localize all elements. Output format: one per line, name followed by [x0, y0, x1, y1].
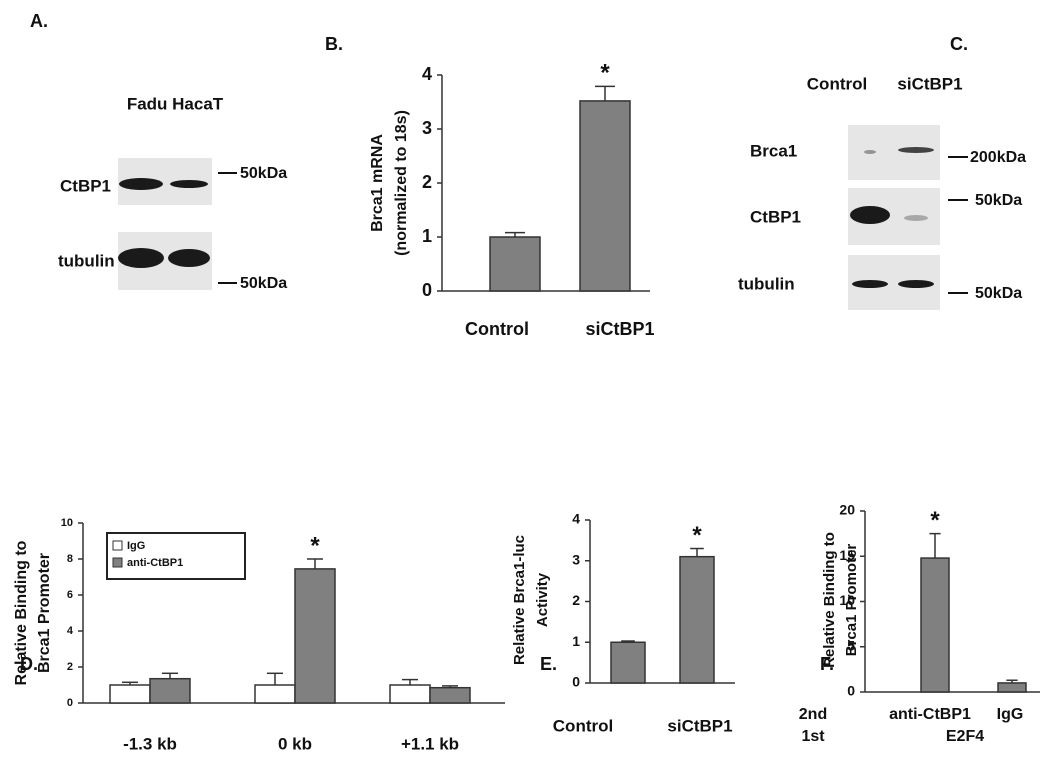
- blot-header: siCtBP1: [897, 74, 962, 93]
- bar: [920, 557, 950, 693]
- y-tick-label: 8: [67, 553, 73, 565]
- y-tick-label: 0: [847, 683, 855, 699]
- bar: [389, 684, 431, 704]
- row-label: CtBP1: [60, 176, 111, 195]
- panel-label: D.: [20, 654, 38, 674]
- legend-label: anti-CtBP1: [127, 557, 183, 569]
- panel-label: B.: [325, 34, 343, 54]
- y-tick-label: 0: [422, 280, 432, 300]
- bar: [679, 555, 715, 684]
- y-tick-label: 2: [67, 661, 73, 673]
- blot: [848, 125, 940, 310]
- x-tick-label: Control: [553, 716, 613, 735]
- marker-label: 50kDa: [240, 275, 287, 292]
- marker-label: 50kDa: [975, 285, 1022, 302]
- bar: [579, 100, 631, 292]
- y-axis-label: Activity: [534, 572, 551, 627]
- x-tick-label: -1.3 kb: [123, 734, 177, 753]
- legend-label: IgG: [127, 540, 145, 552]
- y-tick-label: 3: [572, 551, 580, 567]
- panel-label: E.: [540, 654, 557, 674]
- bar: [997, 682, 1027, 693]
- y-axis-label: Brca1 Promoter: [843, 544, 860, 657]
- y-axis-label: (normalized to 18s): [393, 110, 410, 256]
- y-tick-label: 6: [67, 589, 73, 601]
- y-tick-label: 15: [839, 547, 855, 563]
- row-label: 2nd: [799, 706, 827, 723]
- x-tick-label: siCtBP1: [585, 319, 654, 339]
- row-label: 1st: [801, 728, 825, 745]
- bar: [429, 686, 471, 704]
- bar: [489, 236, 541, 292]
- y-tick-label: 10: [839, 592, 855, 608]
- bar: [254, 684, 296, 704]
- annotation: *: [692, 522, 702, 549]
- blot: [118, 158, 212, 290]
- row-label: tubulin: [58, 251, 115, 270]
- bar: [109, 684, 151, 704]
- y-tick-label: 1: [422, 226, 432, 246]
- y-tick-label: 0: [67, 697, 73, 709]
- y-tick-label: 0: [572, 674, 580, 690]
- y-tick-label: 4: [422, 64, 432, 84]
- bar: [294, 568, 336, 704]
- y-axis-label: Brca1 Promoter: [36, 553, 53, 673]
- x-tick-label: IgG: [997, 706, 1024, 723]
- bar: [610, 641, 646, 684]
- y-axis-label: Relative Brca1-luc: [511, 535, 528, 665]
- row-label: Brca1: [750, 141, 797, 160]
- annotation: *: [930, 507, 940, 534]
- x-tick-label: anti-CtBP1: [889, 706, 971, 723]
- y-axis-label: Relative Binding to: [821, 532, 838, 668]
- legend-swatch: [112, 557, 123, 568]
- y-tick-label: 3: [422, 118, 432, 138]
- panel-label: A.: [30, 11, 48, 31]
- marker-label: 50kDa: [975, 192, 1022, 209]
- row-label: CtBP1: [750, 207, 801, 226]
- y-tick-label: 1: [572, 633, 580, 649]
- y-tick-label: 10: [61, 517, 73, 529]
- panel-label: C.: [950, 34, 968, 54]
- x-tick-label: Control: [465, 319, 529, 339]
- x-tick-label: 0 kb: [278, 734, 312, 753]
- y-tick-label: 20: [839, 502, 855, 518]
- y-tick-label: 4: [572, 511, 580, 527]
- y-axis-label: Relative Binding to: [13, 540, 30, 685]
- row-label: tubulin: [738, 274, 795, 293]
- panel-label: F.: [820, 654, 834, 674]
- marker-label: 50kDa: [240, 165, 287, 182]
- y-tick-label: 5: [847, 637, 855, 653]
- y-tick-label: 2: [422, 172, 432, 192]
- blot-header: Fadu HacaT: [127, 94, 224, 113]
- y-tick-label: 4: [67, 625, 74, 637]
- blot-header: Control: [807, 74, 867, 93]
- y-tick-label: 2: [572, 592, 580, 608]
- group-label: E2F4: [946, 728, 984, 745]
- legend-swatch: [112, 540, 123, 551]
- y-axis-label: Brca1 mRNA: [369, 134, 386, 232]
- annotation: *: [600, 60, 610, 87]
- x-tick-label: siCtBP1: [667, 716, 732, 735]
- x-tick-label: +1.1 kb: [401, 734, 459, 753]
- legend-box: [106, 532, 246, 580]
- marker-label: 200kDa: [970, 149, 1026, 166]
- bar: [149, 677, 191, 704]
- annotation: *: [310, 532, 320, 559]
